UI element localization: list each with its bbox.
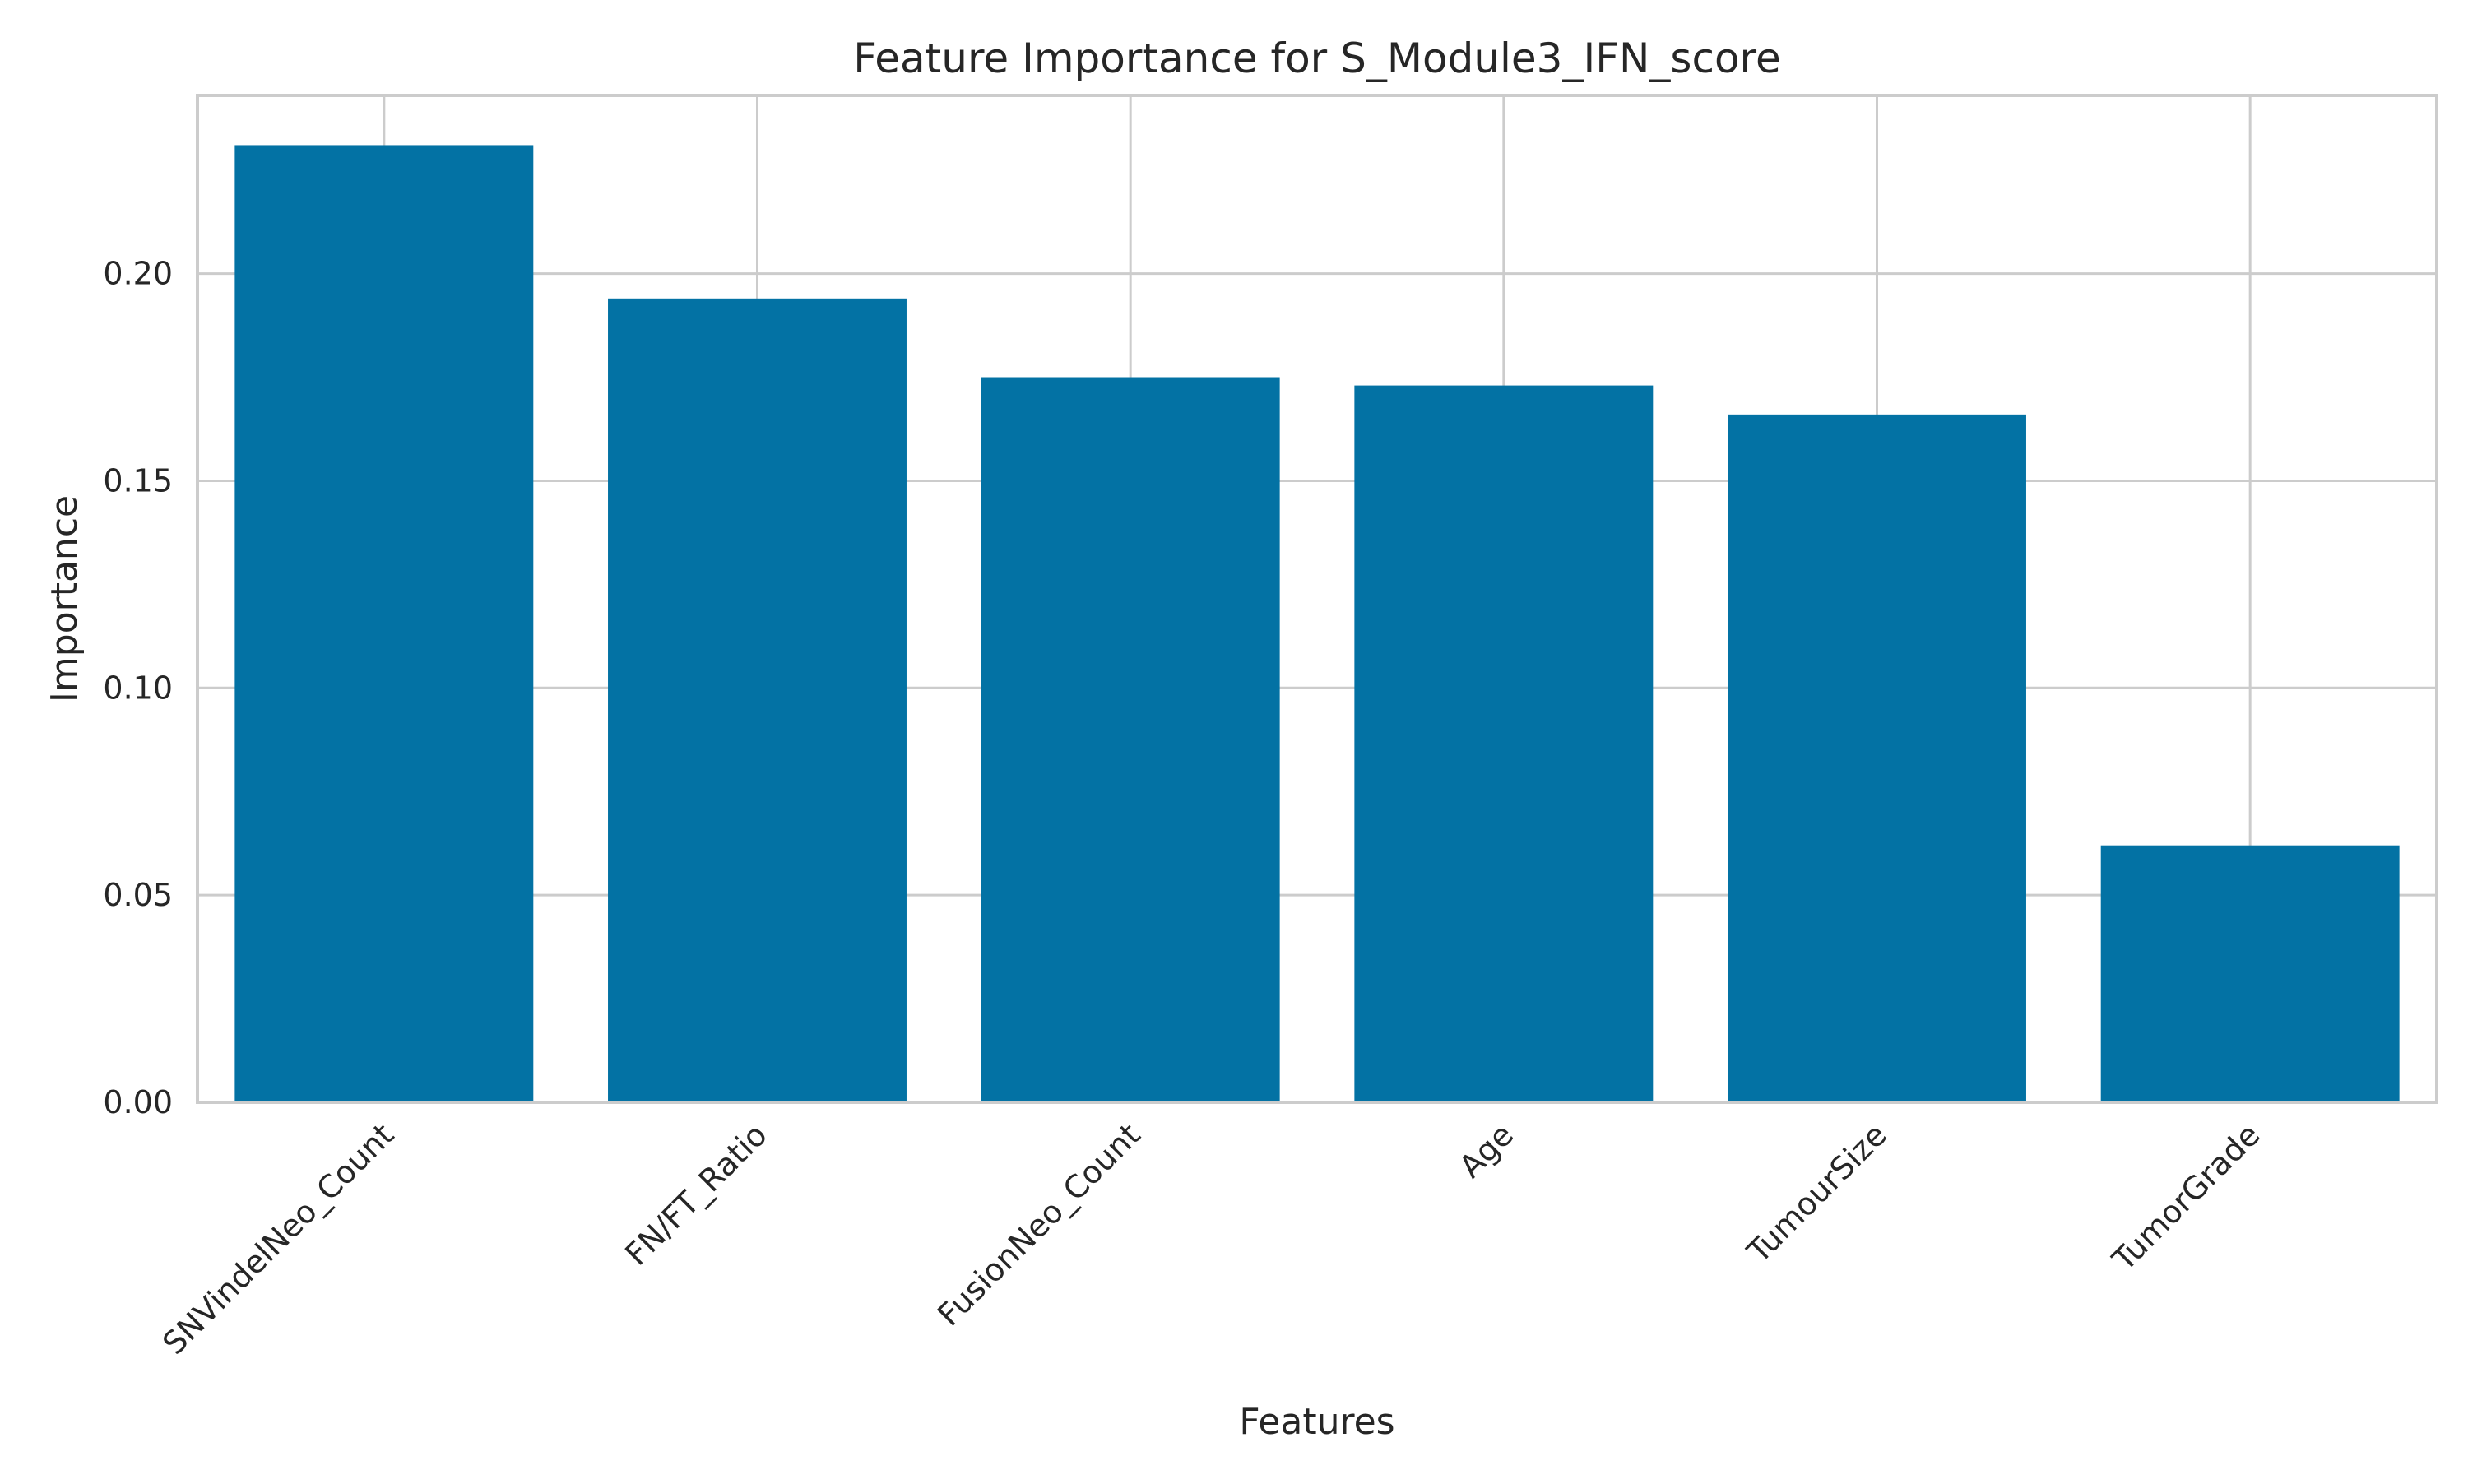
x-tick-label: TumourSize bbox=[1740, 1116, 1894, 1270]
bar-snvindelneo-count bbox=[234, 145, 534, 1102]
y-axis-label: Importance bbox=[44, 495, 86, 703]
bar-fn-ft-ratio bbox=[608, 298, 907, 1102]
x-tick-label: FusionNeo_Count bbox=[930, 1116, 1147, 1333]
plot-frame bbox=[196, 94, 2438, 1104]
bar-fusionneo-count bbox=[981, 377, 1280, 1102]
y-tick-label: 0.20 bbox=[103, 256, 173, 292]
y-tick-label: 0.00 bbox=[103, 1084, 173, 1120]
y-tick-label: 0.05 bbox=[103, 877, 173, 913]
bars bbox=[234, 145, 2400, 1103]
chart-title: Feature Importance for S_Module3_IFN_sco… bbox=[853, 35, 1781, 82]
x-tick-label: TumorGrade bbox=[2105, 1116, 2267, 1278]
x-tick-label: SNVindelNeo_Count bbox=[155, 1116, 401, 1361]
y-tick-label: 0.15 bbox=[103, 462, 173, 499]
bar-tumorgrade bbox=[2100, 845, 2400, 1102]
bar-age bbox=[1354, 385, 1654, 1102]
x-tick-label: Age bbox=[1452, 1116, 1520, 1185]
x-tick-label: FN/FT_Ratio bbox=[618, 1116, 774, 1273]
bar-tumoursize bbox=[1728, 414, 2026, 1103]
y-tick-label: 0.10 bbox=[103, 670, 173, 706]
x-axis-label: Features bbox=[1239, 1401, 1394, 1443]
x-tick-labels: SNVindelNeo_Count FN/FT_Ratio FusionNeo_Co… bbox=[155, 1116, 2266, 1361]
y-tick-labels: 0.00 0.05 0.10 0.15 0.20 bbox=[103, 256, 173, 1120]
